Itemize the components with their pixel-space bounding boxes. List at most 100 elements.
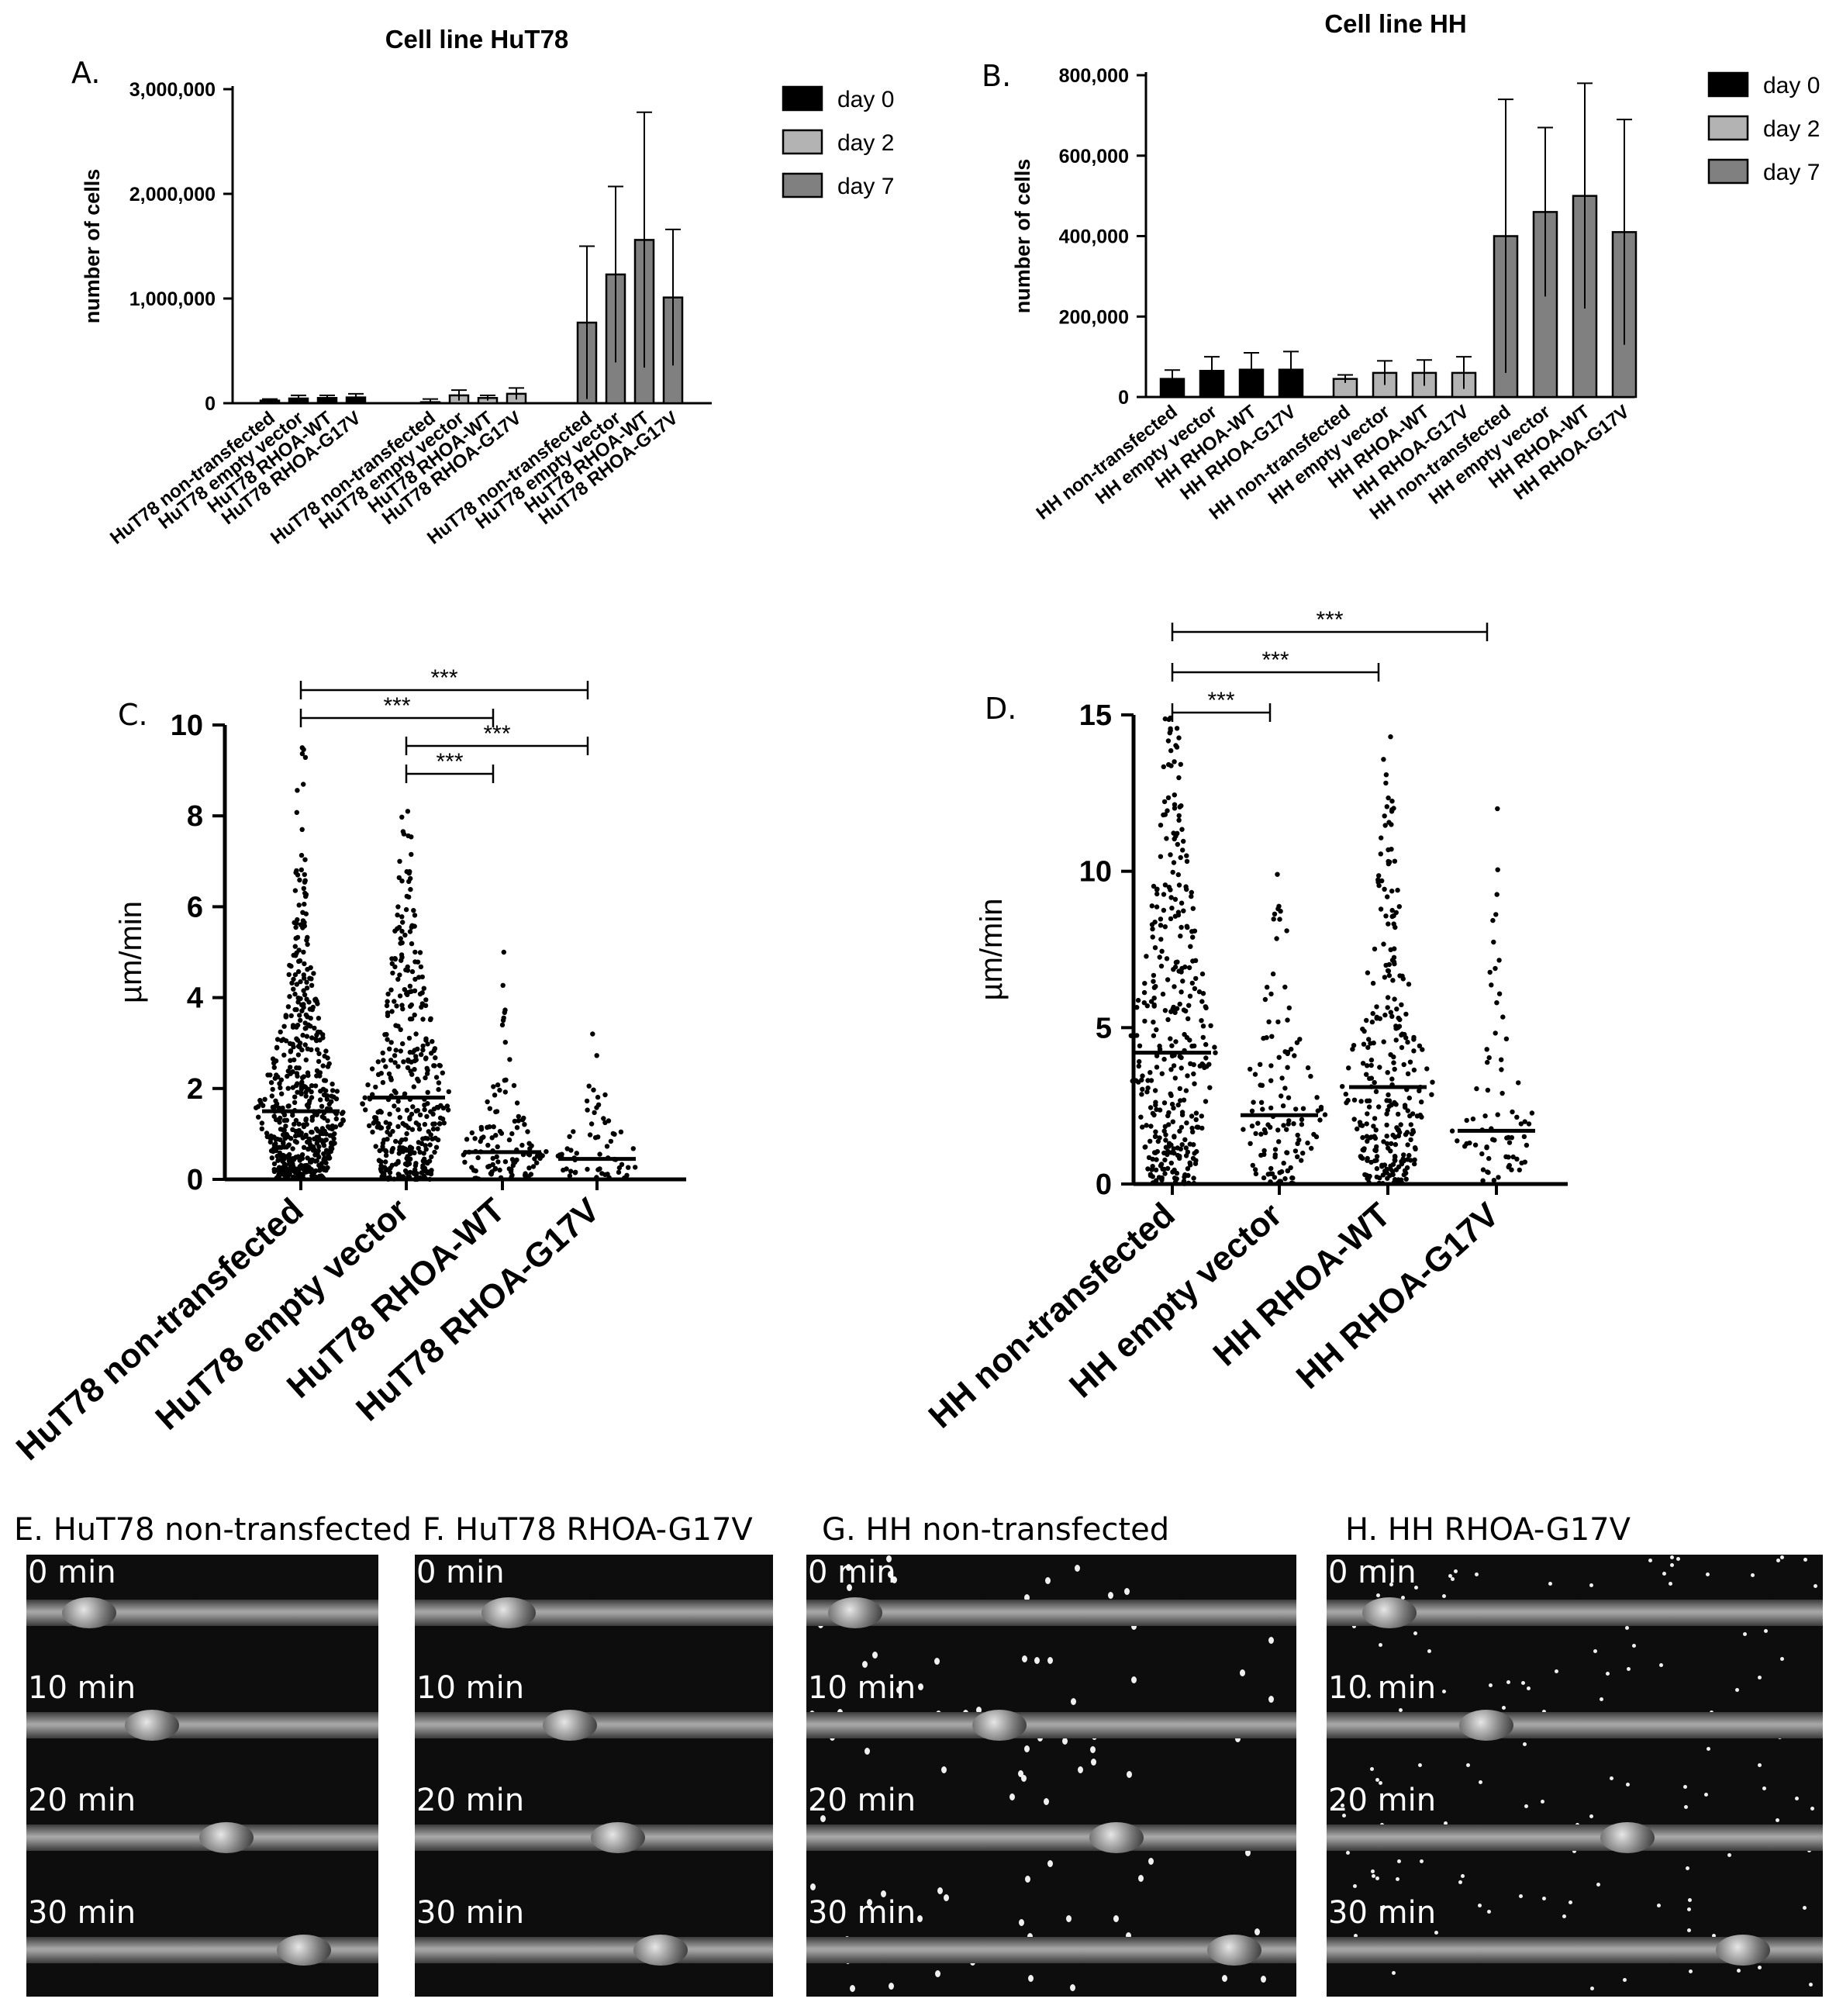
chart-c-point bbox=[312, 1036, 319, 1042]
chart-c-point bbox=[423, 1056, 429, 1062]
chart-d-point bbox=[1285, 1017, 1290, 1023]
chart-d-point bbox=[1374, 1165, 1380, 1172]
chart-d-point bbox=[1387, 859, 1393, 865]
chart-d-point bbox=[1509, 1167, 1514, 1172]
chart-c-point bbox=[321, 1078, 327, 1083]
bead-speck bbox=[1379, 1643, 1382, 1647]
chart-c-point bbox=[301, 782, 306, 787]
chart-c-point bbox=[370, 1129, 375, 1135]
chart-d-point bbox=[1268, 991, 1274, 997]
chart-d-point bbox=[1162, 1171, 1168, 1176]
bead-speck bbox=[1434, 1931, 1438, 1935]
chart-c-point bbox=[413, 1031, 419, 1037]
chart-c-point bbox=[316, 1016, 322, 1021]
chart-d-point bbox=[1172, 802, 1178, 807]
chart-d-point bbox=[1151, 1020, 1156, 1025]
chart-d-point bbox=[1367, 1173, 1372, 1179]
chart-c-point bbox=[413, 1054, 419, 1059]
chart-d-point bbox=[1160, 991, 1166, 997]
chart-d-point bbox=[1178, 854, 1183, 861]
chart-c-point bbox=[277, 1144, 282, 1150]
migrating-cell bbox=[481, 1597, 536, 1628]
chart-d-point bbox=[1376, 873, 1382, 879]
panel-letter-a: A. bbox=[71, 56, 101, 90]
bead-speck bbox=[1776, 1818, 1779, 1822]
chart-c-point bbox=[487, 1106, 492, 1111]
bead-speck bbox=[1704, 1793, 1708, 1797]
chart-c-point bbox=[293, 870, 299, 875]
chart-c-point bbox=[499, 1022, 506, 1028]
chart-a-legend-swatch bbox=[782, 85, 823, 112]
chart-c-point bbox=[485, 1124, 490, 1131]
chart-d-point bbox=[1158, 823, 1164, 828]
bead-speck bbox=[1261, 1976, 1266, 1983]
chart-d-point bbox=[1373, 1127, 1379, 1133]
time-label: 10 min bbox=[416, 1670, 525, 1706]
chart-c-point bbox=[590, 1031, 595, 1037]
chart-d-x-tick-label: HH RHOA-G17V bbox=[1289, 1196, 1506, 1396]
chart-c-point bbox=[395, 912, 400, 918]
chart-c-point bbox=[431, 1063, 437, 1068]
chart-c-point bbox=[502, 1040, 508, 1045]
bead-speck bbox=[1397, 1859, 1401, 1863]
bead-speck bbox=[944, 1894, 949, 1901]
chart-d-point bbox=[1200, 991, 1206, 996]
bead-speck bbox=[850, 1985, 855, 1992]
chart-c-point bbox=[376, 1158, 382, 1163]
chart-c-point bbox=[291, 976, 296, 982]
chart-d-point bbox=[1378, 851, 1384, 857]
bead-speck bbox=[847, 1584, 852, 1591]
bead-speck bbox=[1669, 1582, 1672, 1586]
chart-c-point bbox=[585, 1107, 590, 1113]
chart-d-point bbox=[1192, 986, 1198, 992]
microchannel bbox=[415, 1937, 773, 1963]
chart-d-point bbox=[1529, 1110, 1535, 1116]
chart-c-point bbox=[299, 1079, 305, 1085]
bead-speck bbox=[1268, 1696, 1274, 1703]
bead-speck bbox=[1442, 1690, 1446, 1693]
chart-c-point bbox=[421, 986, 426, 991]
chart-d-point bbox=[1166, 1110, 1172, 1116]
chart-c-point bbox=[408, 886, 413, 892]
chart-d-point bbox=[1388, 947, 1393, 953]
chart-d-point bbox=[1191, 1175, 1196, 1181]
chart-a-title: Cell line HuT78 bbox=[385, 25, 569, 54]
chart-d-point bbox=[1179, 1055, 1184, 1061]
chart-c-point bbox=[268, 1133, 274, 1139]
chart-d-point bbox=[1396, 904, 1403, 910]
bead-speck bbox=[886, 1555, 892, 1562]
chart-c-point bbox=[526, 1141, 532, 1146]
chart-c-point bbox=[511, 1082, 517, 1089]
chart-d-point bbox=[1163, 1137, 1168, 1143]
chart-c-point bbox=[425, 1041, 430, 1047]
bead-speck bbox=[1418, 1763, 1422, 1767]
bead-speck bbox=[1427, 1649, 1431, 1653]
chart-d-point bbox=[1464, 1141, 1469, 1147]
chart-d-point bbox=[1282, 984, 1288, 990]
chart-c-point bbox=[424, 1071, 430, 1076]
chart-c-point bbox=[407, 983, 413, 989]
chart-c-point bbox=[564, 1146, 570, 1151]
bead-speck bbox=[1632, 1644, 1636, 1648]
chart-c-point bbox=[416, 975, 422, 980]
chart-d-point bbox=[1406, 982, 1412, 987]
chart-c-point bbox=[495, 1144, 500, 1150]
chart-c-point bbox=[300, 1172, 305, 1178]
chart-d-point bbox=[1380, 1172, 1386, 1178]
chart-c-point bbox=[411, 1171, 417, 1176]
chart-c-point bbox=[316, 1051, 322, 1057]
chart-d-point bbox=[1407, 1059, 1413, 1065]
chart-d-point bbox=[1279, 1093, 1284, 1099]
chart-d-point bbox=[1388, 734, 1393, 740]
chart-d-point bbox=[1405, 1039, 1410, 1045]
panel-letter-d: D. bbox=[985, 692, 1017, 726]
chart-d-point bbox=[1351, 1043, 1357, 1048]
chart-d-point bbox=[1322, 1112, 1328, 1117]
bead-speck bbox=[1572, 1849, 1576, 1853]
chart-d-point bbox=[1189, 929, 1195, 934]
chart-c-point bbox=[432, 1121, 437, 1127]
chart-d-point bbox=[1183, 1088, 1189, 1093]
chart-d-point bbox=[1407, 1113, 1413, 1119]
bead-speck bbox=[1413, 1631, 1417, 1635]
chart-c-point bbox=[423, 1147, 429, 1152]
